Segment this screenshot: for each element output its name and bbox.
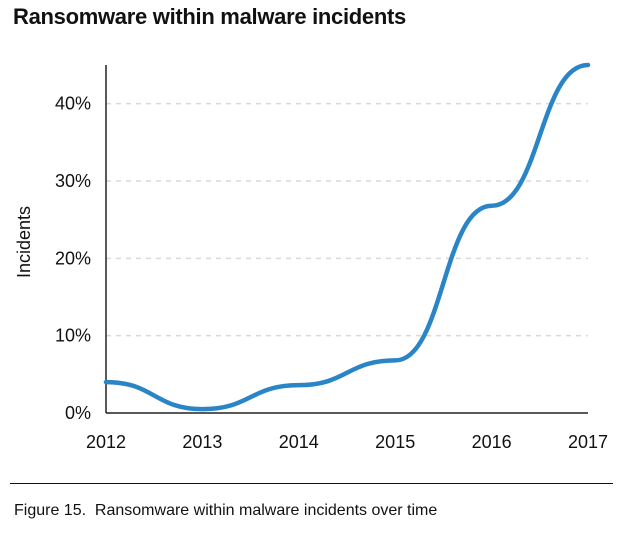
y-tick-label: 40% bbox=[55, 94, 91, 114]
x-tick-label: 2015 bbox=[375, 432, 415, 452]
grid-lines bbox=[106, 102, 588, 337]
figure-caption: Figure 15. Ransomware within malware inc… bbox=[14, 502, 438, 519]
x-tick-label: 2014 bbox=[279, 432, 319, 452]
x-tick-labels: 2012 2013 2014 2015 2016 2017 bbox=[86, 432, 608, 452]
line-chart: 0%10%20%30%40% 2012 2013 2014 2015 2016 2017 … bbox=[14, 62, 608, 452]
y-tick-label: 10% bbox=[55, 326, 91, 346]
y-tick-label: 20% bbox=[55, 248, 91, 268]
y-tick-label: 30% bbox=[55, 171, 91, 191]
y-axis-label: Incidents bbox=[14, 206, 34, 278]
x-tick-label: 2017 bbox=[568, 432, 608, 452]
series-layer bbox=[103, 62, 591, 412]
y-tick-label: 0% bbox=[65, 403, 91, 423]
x-tick-label: 2012 bbox=[86, 432, 126, 452]
chart-title: Ransomware within malware incidents bbox=[13, 4, 406, 29]
caption-divider bbox=[10, 483, 613, 484]
series-line bbox=[103, 62, 591, 412]
y-tick-labels: 0% 10% 20% 30% 40% bbox=[55, 94, 91, 423]
x-tick-label: 2013 bbox=[182, 432, 222, 452]
x-tick-label: 2016 bbox=[472, 432, 512, 452]
